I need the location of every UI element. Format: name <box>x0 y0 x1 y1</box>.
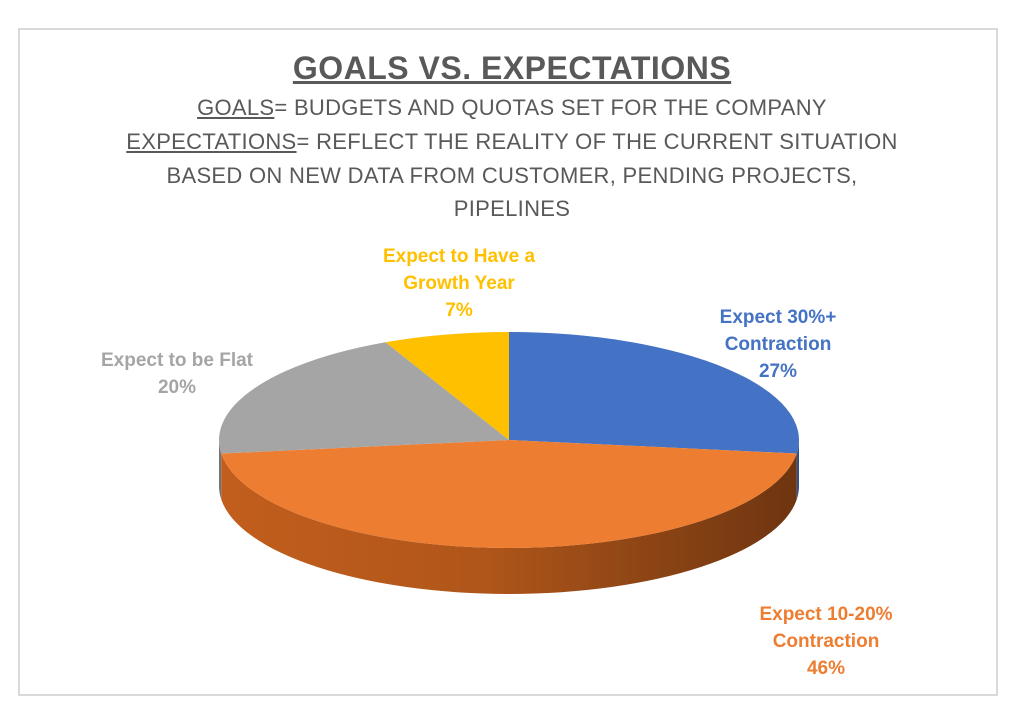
data-label-text: Expect to Have a <box>383 246 535 267</box>
pie-slice-expect-to-have-a-growth-year <box>385 332 509 440</box>
data-label-expect-30-contraction: Expect 30%+ Contraction 27% <box>720 307 837 382</box>
subtitle-line-4: PIPELINES <box>453 196 571 221</box>
pie-side-expect-to-be-flat <box>219 440 222 500</box>
data-label-expect-10-20-contraction: Expect 10-20% Contraction 46% <box>759 604 892 679</box>
data-label-expect-to-be-flat: Expect to be Flat 20% <box>101 350 254 398</box>
pie-side-expect-30-contraction <box>796 440 799 500</box>
expectations-definition: = REFLECT THE REALITY OF THE CURRENT SIT… <box>296 129 898 154</box>
goals-term: GOALS <box>197 95 275 120</box>
data-label-expect-to-have-a-growth-year: Expect to Have a Growth Year 7% <box>383 246 535 321</box>
data-label-text: Expect 10-20% <box>759 604 892 625</box>
pie-top-layer <box>219 332 799 548</box>
data-label-percent: 46% <box>807 658 845 679</box>
data-label-percent: 27% <box>759 361 797 382</box>
pie-slice-expect-30-contraction <box>509 332 799 454</box>
data-label-text: Expect 30%+ <box>720 307 837 328</box>
pie-slice-expect-to-be-flat <box>219 342 509 454</box>
pie-side-layer <box>219 440 799 594</box>
pie-side-expect-10-20-contraction <box>221 453 797 594</box>
data-label-percent: 7% <box>445 300 473 321</box>
data-label-text: Contraction <box>725 334 832 355</box>
chart-title: GOALS VS. EXPECTATIONS <box>292 50 732 86</box>
data-label-text: Growth Year <box>403 273 515 294</box>
data-label-percent: 20% <box>158 377 196 398</box>
subtitle-line-2: EXPECTATIONS= REFLECT THE REALITY OF THE… <box>0 129 1024 155</box>
expectations-term: EXPECTATIONS <box>126 129 297 154</box>
subtitle-line-1: GOALS= BUDGETS AND QUOTAS SET FOR THE CO… <box>0 95 1024 121</box>
subtitle-line-3: BASED ON NEW DATA FROM CUSTOMER, PENDING… <box>166 163 858 188</box>
pie-labels-layer: Expect 30%+ Contraction 27% Expect 10-20% Co… <box>101 246 893 679</box>
data-label-text: Expect to be Flat <box>101 350 254 371</box>
pie-slice-expect-10-20-contraction <box>221 440 797 548</box>
goals-definition: = BUDGETS AND QUOTAS SET FOR THE COMPANY <box>274 95 827 120</box>
data-label-text: Contraction <box>773 631 880 652</box>
